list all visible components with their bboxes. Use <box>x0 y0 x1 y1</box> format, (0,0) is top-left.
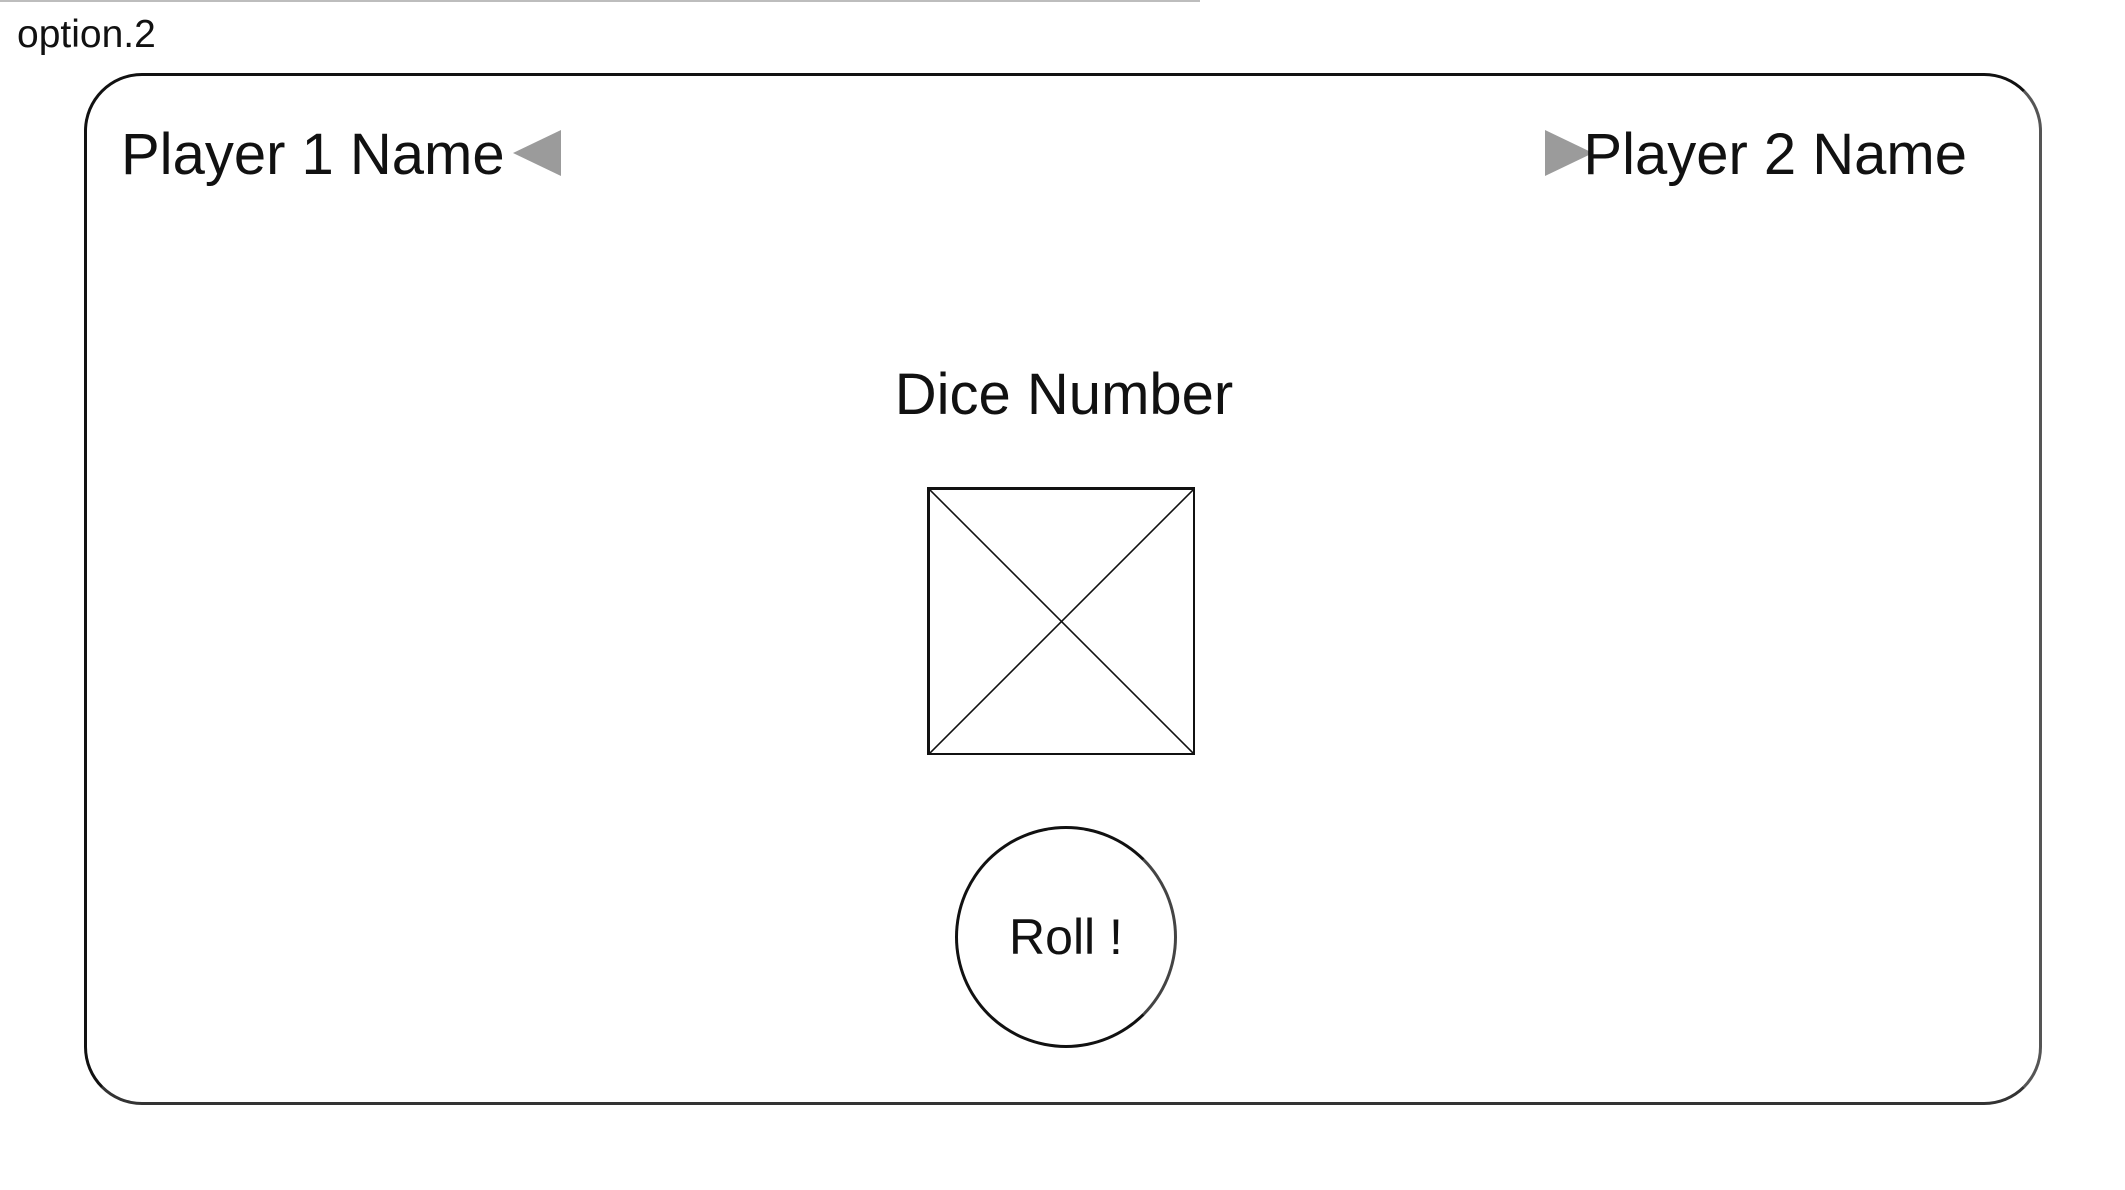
player-1-name: Player 1 Name <box>121 122 505 187</box>
dice-number-title: Dice Number <box>894 362 1234 427</box>
top-divider <box>0 0 1200 2</box>
game-screen-frame <box>84 73 2042 1105</box>
image-placeholder-icon <box>930 490 1193 753</box>
triangle-left-icon <box>513 130 561 176</box>
triangle-right-icon <box>1545 130 1593 176</box>
player-2-name: Player 2 Name <box>1583 122 1967 187</box>
option-label: option.2 <box>17 13 156 56</box>
dice-image-placeholder <box>927 487 1195 755</box>
roll-button[interactable]: Roll ! <box>955 826 1177 1048</box>
